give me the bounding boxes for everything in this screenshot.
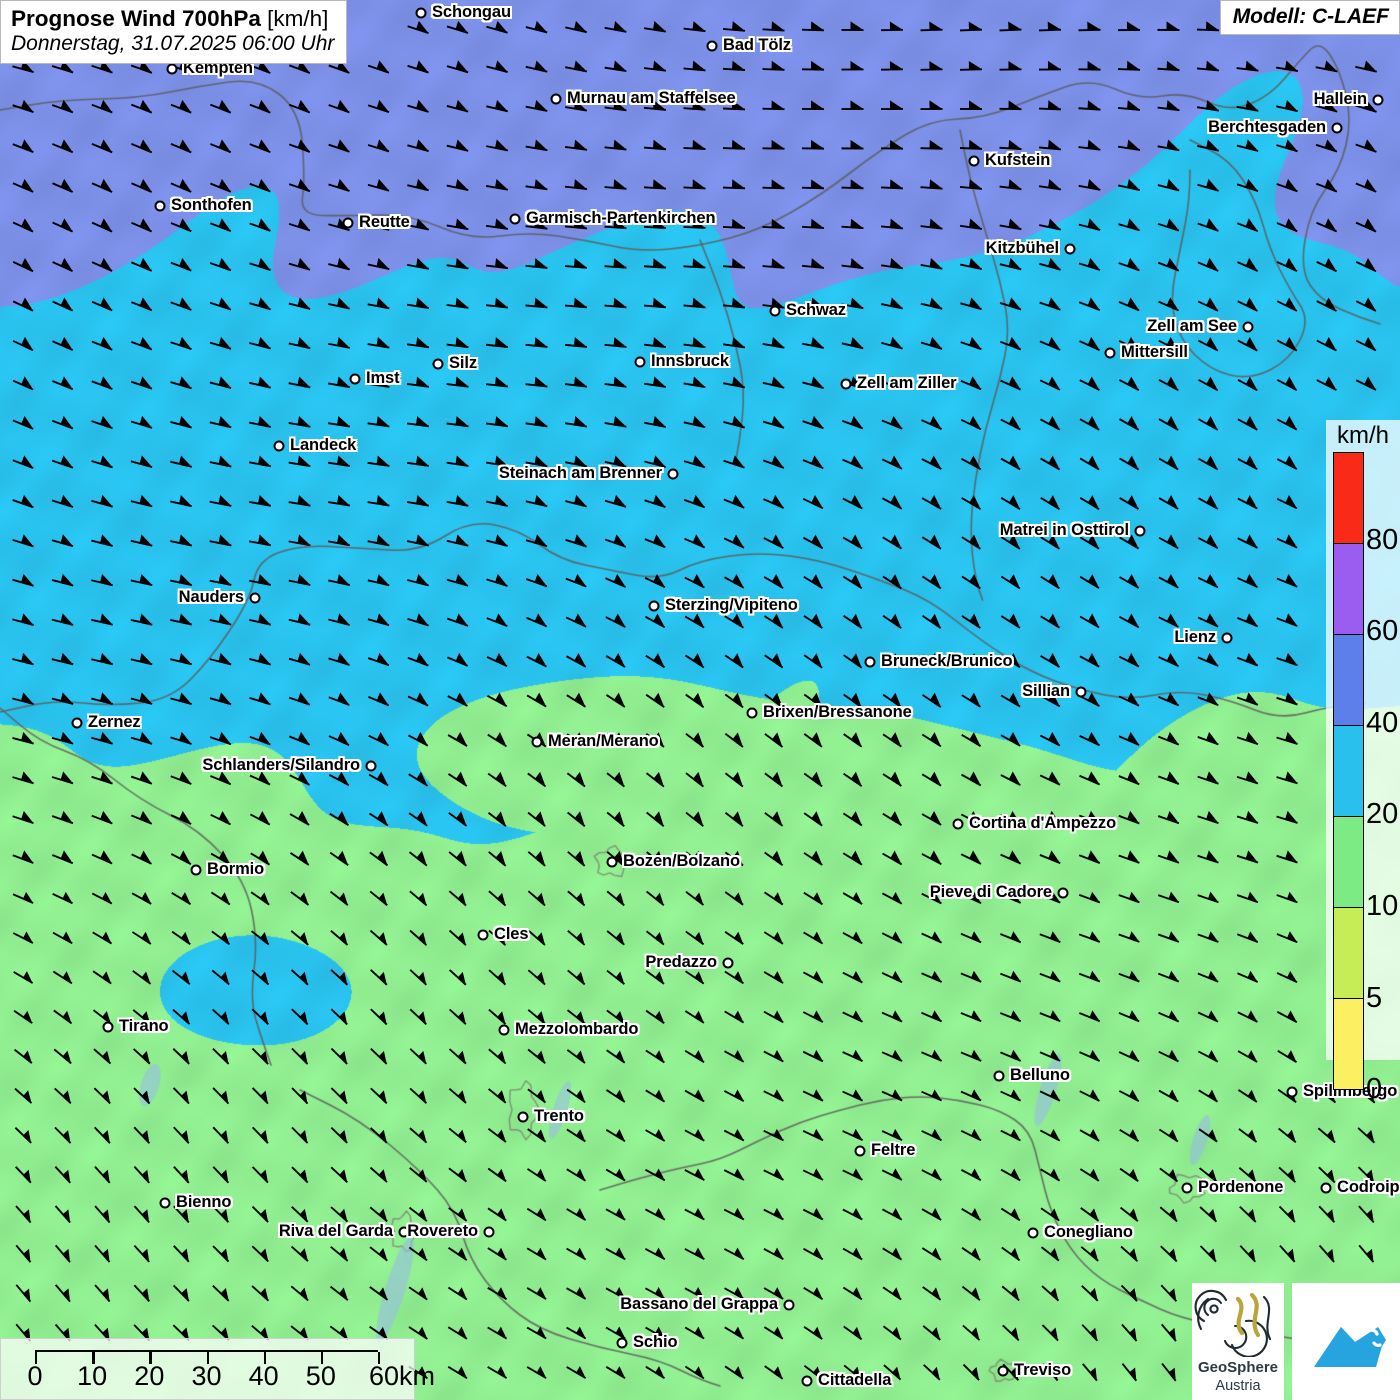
scale-tick xyxy=(92,1352,95,1364)
scale-tick xyxy=(149,1352,152,1364)
legend-band xyxy=(1334,816,1363,907)
legend-tick-label: 5 xyxy=(1366,981,1383,1014)
title-main: Prognose Wind 700hPa xyxy=(11,6,261,31)
geosphere-mark-icon xyxy=(1194,1289,1272,1358)
title-box: Prognose Wind 700hPa [km/h] Donnerstag, … xyxy=(0,0,348,65)
geosphere-logo-line1: GeoSphere xyxy=(1197,1359,1279,1376)
legend-unit-label: km/h xyxy=(1336,422,1389,449)
scale-tick xyxy=(263,1352,267,1364)
mountain-icon xyxy=(1314,1327,1386,1367)
scale-label: 30 xyxy=(191,1361,222,1391)
scale-tick xyxy=(378,1352,381,1364)
scale-label: 40 xyxy=(248,1361,279,1391)
model-label: Modell: C-LAEF xyxy=(1232,5,1389,28)
legend-band xyxy=(1334,634,1363,725)
geosphere-logo[interactable]: GeoSphere Austria xyxy=(1192,1283,1284,1400)
title-unit: [km/h] xyxy=(267,6,329,31)
scale-label: 20 xyxy=(134,1361,165,1391)
mountain-logo[interactable] xyxy=(1292,1283,1400,1400)
scale-tick xyxy=(206,1352,209,1364)
scale-label: 50 xyxy=(305,1361,336,1391)
scale-tick xyxy=(320,1352,324,1364)
legend-tick-label: 40 xyxy=(1366,706,1399,739)
scale-label: 10 xyxy=(77,1361,108,1391)
legend-band xyxy=(1334,453,1363,543)
legend-tick-label: 0 xyxy=(1366,1073,1383,1106)
legend-band xyxy=(1334,543,1363,634)
geosphere-logo-line2: Austria xyxy=(1215,1378,1261,1394)
scale-label: 0 xyxy=(27,1361,43,1391)
legend-tick-label: 10 xyxy=(1366,890,1399,923)
legend-tick-label: 80 xyxy=(1366,523,1399,556)
scale-bar: 0 10 20 30 40 50 60km xyxy=(0,1338,435,1400)
scale-tick xyxy=(35,1352,38,1364)
legend-band xyxy=(1334,725,1363,816)
scale-label: 60km xyxy=(368,1361,436,1391)
title-line: Prognose Wind 700hPa [km/h] xyxy=(11,6,334,31)
legend-tick-label: 20 xyxy=(1366,798,1399,831)
legend-tick-label: 60 xyxy=(1366,615,1399,648)
title-subtitle: Donnerstag, 31.07.2025 06:00 Uhr xyxy=(11,32,335,56)
scale-bar-rule xyxy=(35,1350,381,1364)
model-box: Modell: C-LAEF xyxy=(1219,0,1400,35)
color-legend: km/h 80 60 40 20 10 5 0 xyxy=(1326,420,1400,1104)
legend-band xyxy=(1334,907,1363,998)
legend-colorbar xyxy=(1333,452,1364,1090)
legend-band xyxy=(1334,998,1363,1089)
